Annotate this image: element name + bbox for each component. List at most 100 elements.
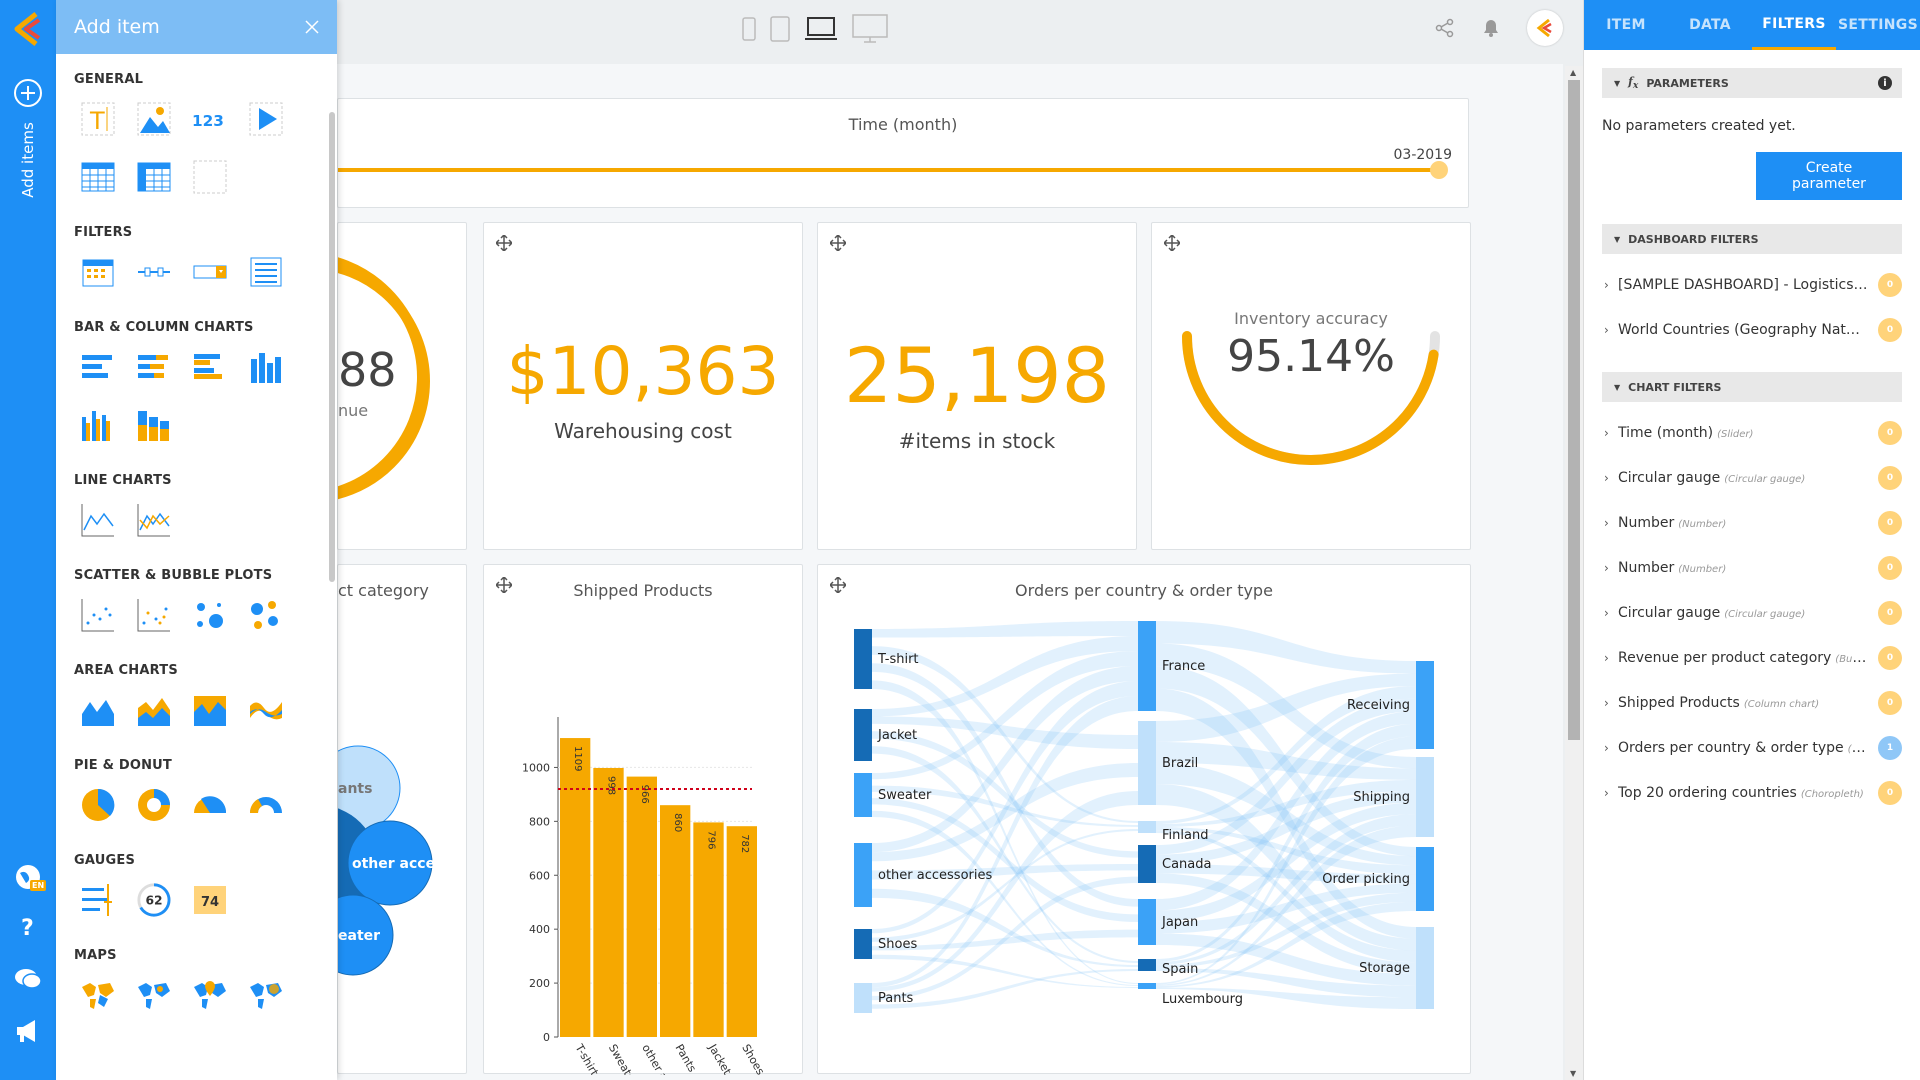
streamgraph-icon[interactable] xyxy=(248,692,284,728)
line-chart-icon[interactable] xyxy=(80,502,116,538)
tab-item[interactable]: ITEM xyxy=(1606,17,1646,33)
user-avatar[interactable] xyxy=(1527,10,1563,46)
heat-map-icon[interactable] xyxy=(248,977,284,1013)
sankey-label-product: Sweater xyxy=(878,788,932,803)
percent-area-chart-icon[interactable] xyxy=(192,692,228,728)
marker-map-icon[interactable] xyxy=(192,977,228,1013)
chart-filter-row[interactable]: › Shipped Products (Column chart) 0 xyxy=(1602,680,1902,725)
scroll-down-icon[interactable]: ▼ xyxy=(1570,1069,1577,1078)
shipped-products-card[interactable]: Shipped Products 0 200 400 600 800 1000 1109 T-… xyxy=(483,564,803,1075)
number-item-icon[interactable]: 123 xyxy=(192,101,228,137)
stacked-bar-chart-icon[interactable] xyxy=(136,349,172,385)
donut-chart-icon[interactable] xyxy=(136,787,172,823)
date-filter-icon[interactable] xyxy=(80,254,116,290)
grouped-column-chart-icon[interactable] xyxy=(80,407,116,443)
slider-filter-icon[interactable] xyxy=(136,254,172,290)
stacked-column-chart-icon[interactable] xyxy=(136,407,172,443)
dashboard-filter-row[interactable]: › World Countries (Geography Natur... 0 xyxy=(1602,307,1902,352)
notification-bell-icon[interactable] xyxy=(1481,18,1501,38)
stacked-area-chart-icon[interactable] xyxy=(136,692,172,728)
chart-filter-row[interactable]: › Number (Number) 0 xyxy=(1602,500,1902,545)
dashboard-filter-row[interactable]: › [SAMPLE DASHBOARD] - Logistics ... 0 xyxy=(1602,262,1902,307)
time-slider-track[interactable] xyxy=(338,168,1438,172)
help-icon[interactable]: ? xyxy=(11,910,45,944)
tab-filters[interactable]: FILTERS xyxy=(1752,0,1836,50)
circular-gauge-icon[interactable]: 62 xyxy=(136,882,172,918)
bubble-sweater[interactable] xyxy=(338,894,394,976)
number-gauge-icon[interactable]: 74 xyxy=(192,882,228,918)
choropleth-map-icon[interactable] xyxy=(80,977,116,1013)
multi-scatter-plot-icon[interactable] xyxy=(136,597,172,633)
area-chart-icon[interactable] xyxy=(80,692,116,728)
half-pie-icon[interactable] xyxy=(192,787,228,823)
point-map-icon[interactable] xyxy=(136,977,172,1013)
pie-chart-icon[interactable] xyxy=(80,787,116,823)
dashboard-filters-header[interactable]: ▼ DASHBOARD FILTERS xyxy=(1602,224,1902,254)
chart-filter-row[interactable]: › Circular gauge (Circular gauge) 0 xyxy=(1602,455,1902,500)
share-icon[interactable] xyxy=(1435,18,1455,38)
video-item-icon[interactable] xyxy=(248,101,284,137)
laptop-preview-icon[interactable] xyxy=(804,16,838,42)
announcement-megaphone-icon[interactable] xyxy=(11,1014,45,1048)
app-logo-icon[interactable] xyxy=(9,10,47,48)
add-items-text: Add items xyxy=(19,122,37,198)
phone-preview-icon[interactable] xyxy=(742,17,756,41)
text-item-icon[interactable]: T xyxy=(80,101,116,137)
chart-filter-row[interactable]: › Number (Number) 0 xyxy=(1602,545,1902,590)
move-handle-icon[interactable] xyxy=(830,235,846,251)
language-badge: EN xyxy=(30,880,47,891)
sankey-node-country xyxy=(1138,983,1156,989)
dropdown-filter-icon[interactable] xyxy=(192,254,228,290)
sankey-link xyxy=(1156,621,1416,674)
inventory-accuracy-card[interactable]: Inventory accuracy 95.14% xyxy=(1151,222,1471,550)
list-filter-icon[interactable] xyxy=(248,254,284,290)
add-item-icon[interactable] xyxy=(11,76,45,110)
info-icon[interactable]: i xyxy=(1878,76,1892,90)
grouped-bar-chart-icon[interactable] xyxy=(192,349,228,385)
move-handle-icon[interactable] xyxy=(1164,235,1180,251)
multi-bubble-plot-icon[interactable] xyxy=(248,597,284,633)
panel-scrollbar[interactable] xyxy=(329,112,335,582)
bubble-other-accessories[interactable] xyxy=(347,820,433,906)
create-parameter-button[interactable]: Create parameter xyxy=(1756,152,1902,200)
warehousing-cost-card[interactable]: $10,363 Warehousing cost xyxy=(483,222,803,550)
chart-filter-row[interactable]: › Orders per country & order type(All... 1 xyxy=(1602,725,1902,770)
orders-sankey-card[interactable]: Orders per country & order type T-shirt J… xyxy=(817,564,1471,1074)
bar-chart-icon[interactable] xyxy=(80,349,116,385)
sankey-link xyxy=(1156,784,1416,951)
canvas-scrollbar[interactable]: ▲ ▼ xyxy=(1565,66,1583,1080)
chart-filter-row[interactable]: › Circular gauge (Circular gauge) 0 xyxy=(1602,590,1902,635)
chart-filter-row[interactable]: › Revenue per product category (Bub... 0 xyxy=(1602,635,1902,680)
desktop-preview-icon[interactable] xyxy=(852,14,888,44)
move-handle-icon[interactable] xyxy=(496,577,512,593)
revenue-bubble-card[interactable]: ct category ants other acce eater xyxy=(337,564,467,1074)
items-in-stock-card[interactable]: 25,198 #items in stock xyxy=(817,222,1137,550)
move-handle-icon[interactable] xyxy=(830,577,846,593)
image-item-icon[interactable] xyxy=(136,101,172,137)
pivot-table-item-icon[interactable] xyxy=(136,159,172,195)
move-handle-icon[interactable] xyxy=(496,235,512,251)
table-item-icon[interactable] xyxy=(80,159,116,195)
chart-filter-row[interactable]: › Top 20 ordering countries (Choropleth) 0 xyxy=(1602,770,1902,815)
tab-settings[interactable]: SETTINGS xyxy=(1838,17,1918,33)
sankey-link xyxy=(872,798,1138,922)
tab-data[interactable]: DATA xyxy=(1689,17,1731,33)
canvas-scroll-thumb[interactable] xyxy=(1568,80,1580,740)
time-slider-handle[interactable] xyxy=(1430,161,1448,179)
tablet-preview-icon[interactable] xyxy=(770,16,790,42)
revenue-gauge-card[interactable]: 88 nue xyxy=(337,222,467,550)
chart-filter-row[interactable]: › Time (month) (Slider) 0 xyxy=(1602,410,1902,455)
time-slider-card[interactable]: Time (month) 03-2019 xyxy=(337,98,1469,208)
chat-icon[interactable] xyxy=(11,962,45,996)
multi-line-chart-icon[interactable] xyxy=(136,502,172,538)
chart-filters-header[interactable]: ▼ CHART FILTERS xyxy=(1602,372,1902,402)
bubble-plot-icon[interactable] xyxy=(192,597,228,633)
spacer-item-icon[interactable] xyxy=(192,159,228,195)
scatter-plot-icon[interactable] xyxy=(80,597,116,633)
parameters-section-header[interactable]: ▼ fx PARAMETERS i xyxy=(1602,68,1902,98)
close-icon[interactable] xyxy=(305,20,319,34)
half-donut-icon[interactable] xyxy=(248,787,284,823)
bullet-gauge-icon[interactable] xyxy=(80,882,116,918)
scroll-up-icon[interactable]: ▲ xyxy=(1570,68,1577,77)
column-chart-icon[interactable] xyxy=(248,349,284,385)
